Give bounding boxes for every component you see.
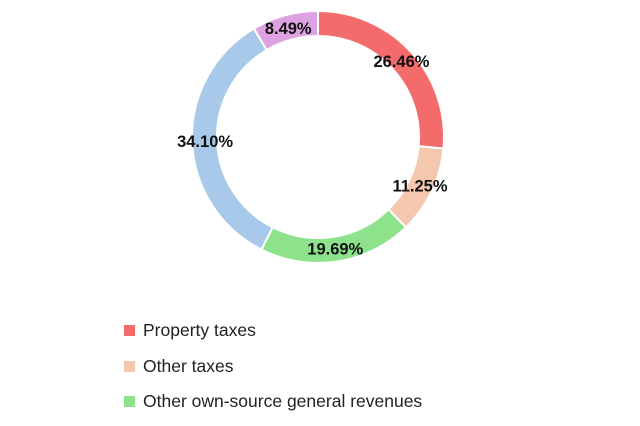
donut-chart: 26.46% 11.25% 19.69% 34.10% 8.49%: [177, 9, 448, 264]
legend-label: Other own-source general revenues: [143, 391, 423, 412]
data-label: 34.10%: [177, 133, 233, 151]
donut-slice: [252, 9, 319, 52]
legend: Property taxes Other taxes Other own-sou…: [124, 313, 422, 420]
data-label: 8.49%: [265, 20, 312, 38]
legend-item-other-taxes: Other taxes: [124, 349, 422, 385]
donut-slice: [317, 9, 445, 150]
legend-label: Other taxes: [143, 355, 234, 376]
legend-swatch: [124, 360, 135, 372]
data-label: 26.46%: [374, 53, 430, 71]
data-label: 11.25%: [392, 178, 447, 196]
legend-swatch: [124, 396, 135, 408]
legend-item-property-taxes: Property taxes: [124, 313, 422, 349]
legend-item-other-own-source: Other own-source general revenues: [124, 384, 422, 420]
data-label: 19.69%: [307, 241, 363, 259]
legend-swatch: [124, 325, 135, 337]
legend-label: Property taxes: [143, 320, 256, 341]
